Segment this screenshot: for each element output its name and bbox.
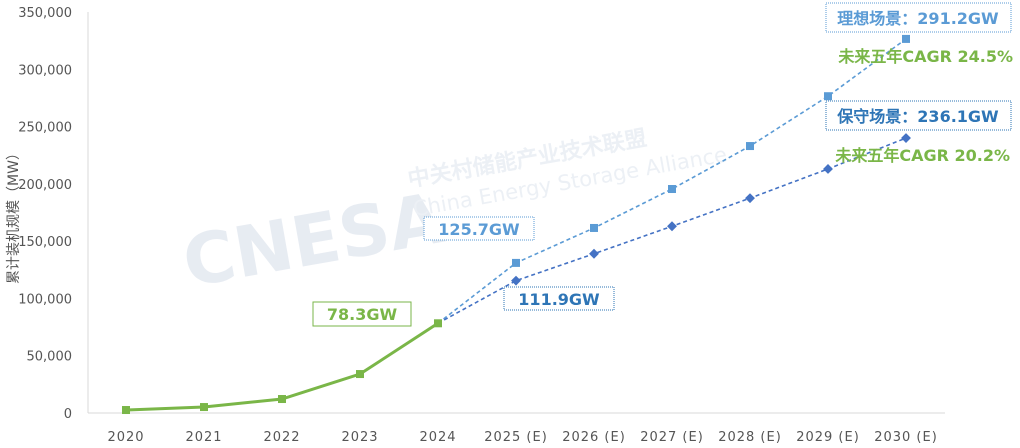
x-tick-label: 2030 (E)	[874, 430, 938, 445]
conservative-point	[589, 248, 599, 259]
y-tick-label: 200,000	[18, 178, 72, 193]
x-tick-label: 2025 (E)	[484, 430, 548, 445]
conservative-point	[901, 133, 911, 143]
watermark: CNESA 中关村储能产业技术联盟 China Energy Storage A…	[177, 125, 729, 303]
y-tick-label: 350,000	[18, 6, 72, 21]
historical-point	[278, 395, 286, 404]
annotation-ideal-2030-text: 理想场景：291.2GW	[837, 9, 999, 28]
annotation-ideal-2025: 125.7GW	[423, 216, 535, 241]
x-tick-label: 2020	[107, 430, 144, 445]
y-axis-label: 累计装机规模（MW）	[6, 146, 22, 284]
x-tick-label: 2029 (E)	[796, 430, 860, 445]
ideal-point	[668, 185, 676, 194]
annotation-cons-2030-text: 保守场景：236.1GW	[836, 107, 999, 126]
y-tick-label: 300,000	[18, 63, 72, 78]
y-tick-label: 0	[64, 407, 72, 422]
historical-point	[434, 319, 442, 328]
conservative-point	[745, 193, 755, 204]
conservative-point	[667, 221, 677, 232]
ideal-point	[824, 92, 832, 101]
historical-point	[122, 406, 130, 415]
annotation-ideal-cagr: 未来五年CAGR 24.5%	[837, 47, 1013, 66]
x-tick-label: 2021	[185, 430, 222, 445]
x-tick-label: 2022	[263, 430, 300, 445]
annotation-cons-2025: 111.9GW	[503, 286, 615, 311]
y-tick-label: 250,000	[18, 121, 72, 136]
ideal-point	[746, 142, 754, 151]
watermark-logo: CNESA	[177, 177, 450, 303]
annotation-cons-2030: 保守场景：236.1GW	[825, 100, 1012, 131]
ideal-point	[512, 258, 520, 267]
annotation-cons-2025-text: 111.9GW	[518, 290, 600, 309]
x-tick-label: 2027 (E)	[640, 430, 704, 445]
x-tick-label: 2028 (E)	[718, 430, 782, 445]
annotation-ideal-2030: 理想场景：291.2GW	[825, 2, 1012, 33]
conservative-point	[823, 164, 833, 174]
ideal-point	[902, 34, 910, 43]
x-tick-label: 2026 (E)	[562, 430, 626, 445]
conservative-point	[511, 275, 521, 286]
annotation-cons-cagr: 未来五年CAGR 20.2%	[834, 146, 1010, 165]
y-tick-label: 50,000	[27, 350, 73, 365]
x-tick-label: 2024	[419, 430, 456, 445]
y-tick-label: 150,000	[18, 235, 72, 250]
annotation-hist-2024: 78.3GW	[312, 301, 412, 327]
historical-point	[356, 370, 364, 379]
annotation-hist-2024-text: 78.3GW	[327, 305, 398, 324]
y-tick-label: 100,000	[18, 292, 72, 307]
x-tick-label: 2023	[341, 430, 378, 445]
annotation-ideal-2025-text: 125.7GW	[438, 220, 520, 239]
historical-point	[200, 403, 208, 412]
ideal-point	[590, 223, 598, 232]
